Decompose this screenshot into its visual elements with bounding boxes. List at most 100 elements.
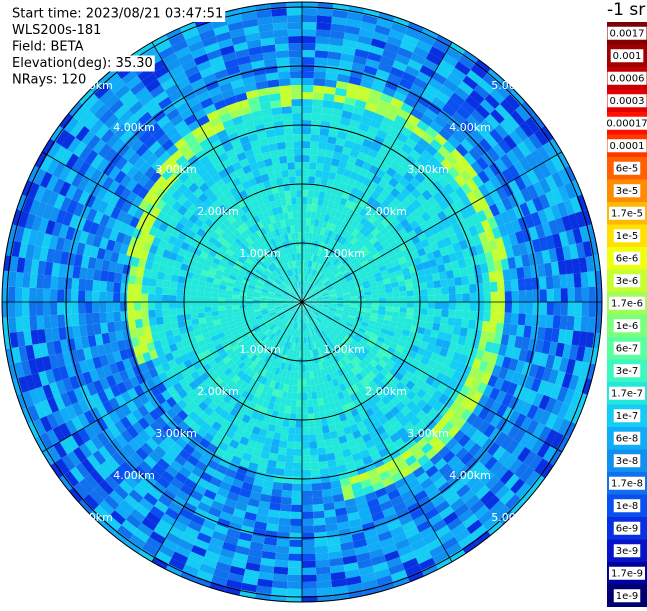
scan-cell [526, 302, 533, 314]
scan-cell [190, 296, 197, 302]
scan-cell [162, 309, 170, 317]
scan-cell [36, 302, 43, 316]
scan-cell [163, 316, 171, 324]
scan-cell [302, 421, 309, 428]
scan-cell [22, 273, 30, 288]
scan-cell [311, 476, 321, 484]
scan-cell [302, 71, 314, 78]
scan-cell [314, 64, 327, 72]
scan-cell [441, 309, 449, 317]
scan-cell [218, 302, 225, 306]
scan-cell [420, 289, 428, 296]
scan-cell [317, 8, 333, 16]
scan-cell [525, 314, 533, 326]
scan-cell [308, 176, 315, 184]
scan-cell [176, 302, 183, 309]
scan-cell [279, 440, 287, 448]
scan-cell [393, 297, 400, 302]
scan-cell [320, 121, 330, 129]
scan-cell [512, 302, 519, 313]
scan-cell [29, 288, 36, 302]
scan-cell [587, 271, 595, 287]
scan-cell [50, 289, 57, 302]
scan-cell [302, 400, 308, 407]
scan-cell [462, 284, 470, 293]
scan-cell [106, 282, 114, 293]
scan-cell [100, 323, 108, 334]
scan-cell [315, 546, 329, 554]
scan-cell [295, 421, 302, 428]
scan-cell [553, 275, 561, 289]
scan-cell [302, 232, 306, 239]
scan-cell [163, 280, 171, 288]
scan-cell [120, 311, 128, 321]
scan-cell [169, 302, 176, 309]
scan-cell [351, 302, 358, 305]
scan-cell [281, 497, 292, 505]
scan-cell [320, 468, 330, 476]
scan-cell [135, 319, 143, 329]
scan-cell [169, 309, 177, 316]
scan-cell [106, 302, 113, 312]
scan-cell [379, 298, 386, 302]
scan-cell [372, 298, 379, 302]
scan-cell [503, 323, 511, 335]
scan-cell [496, 323, 504, 334]
scan-cell [313, 504, 324, 512]
scan-cell [142, 318, 150, 327]
scan-cell [289, 540, 302, 547]
scan-cell [127, 284, 135, 294]
scan-cell [293, 477, 303, 484]
scan-cell [302, 148, 310, 155]
scan-cell [64, 302, 71, 315]
scan-cell [71, 302, 78, 314]
scan-cell [295, 435, 302, 442]
scan-cell [302, 57, 315, 64]
scan-cell [365, 302, 372, 306]
scan-cell [574, 316, 582, 331]
scan-cell [225, 306, 232, 310]
scan-cell [432, 323, 440, 331]
scan-cell [113, 292, 120, 302]
scan-cell [8, 317, 16, 333]
scan-cell [302, 225, 306, 232]
scan-cell [456, 302, 463, 310]
scan-cell [302, 78, 314, 85]
scan-cell [218, 298, 225, 302]
scan-cell [421, 295, 428, 302]
scan-cell [280, 433, 288, 441]
scan-cell [482, 321, 490, 332]
scan-cell [315, 50, 329, 58]
scan-cell [113, 312, 121, 322]
scan-cell [93, 269, 101, 281]
scan-cell [302, 155, 310, 162]
scan-cell [127, 311, 135, 321]
scan-cell [302, 92, 313, 99]
scan-cell [36, 274, 44, 288]
scan-cell [307, 400, 313, 407]
scan-cell [399, 286, 407, 292]
scan-cell [302, 526, 314, 533]
scan-cell [107, 271, 115, 282]
scan-cell [272, 482, 283, 490]
scan-cell [560, 274, 568, 288]
scan-cell [307, 204, 312, 211]
scan-cell [299, 351, 302, 358]
scan-cell [314, 532, 327, 540]
scan-cell [315, 553, 329, 561]
scan-cell [141, 310, 149, 319]
scan-cell [302, 372, 306, 379]
scan-cell [400, 307, 407, 313]
scan-cell [294, 456, 302, 463]
scan-cell [285, 455, 294, 463]
scan-cell [143, 269, 151, 278]
scan-cell [278, 525, 290, 533]
scan-cell [307, 197, 313, 204]
scan-cell [323, 503, 335, 511]
scan-cell [294, 372, 298, 379]
scan-cell [554, 288, 561, 302]
scan-cell [326, 453, 335, 461]
scan-cell [225, 302, 232, 306]
scan-cell [246, 302, 253, 305]
scan-cell [322, 489, 333, 497]
